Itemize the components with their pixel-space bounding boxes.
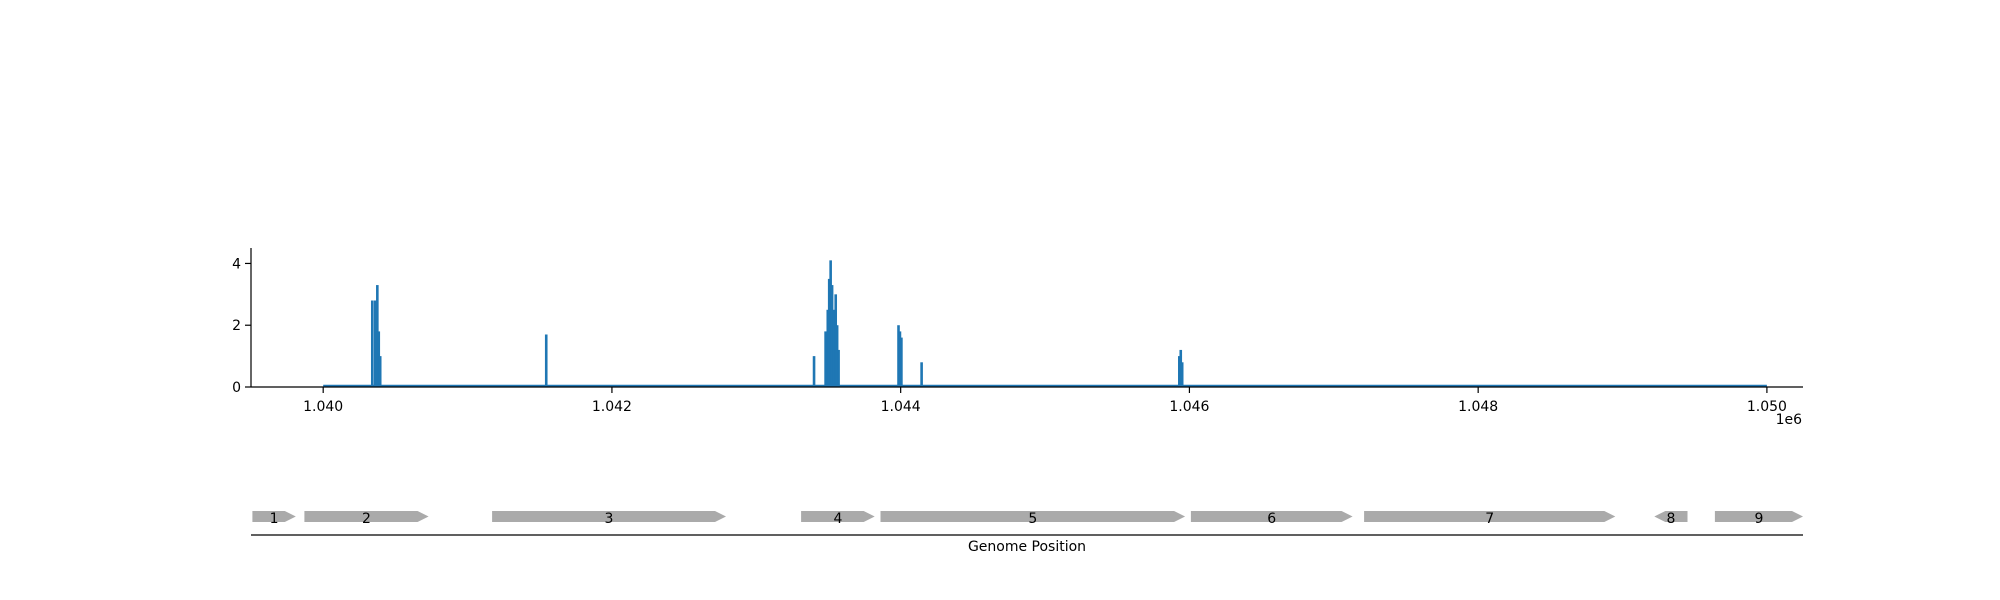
coverage-bar-20 [1178,356,1181,387]
coverage-bar-12 [832,309,836,387]
gene-arrow-1 [252,511,296,522]
y-tick-label-0: 0 [232,380,241,396]
x-tick-label-1.040: 1.040 [303,399,343,415]
gene-arrow-8 [1654,511,1688,522]
gene-label-4: 4 [833,511,842,527]
coverage-bar-19 [920,362,923,387]
coverage-bar-3 [377,331,381,387]
gene-arrow-4 [801,511,875,522]
coverage-bar-21 [1179,349,1183,387]
coverage-bar-7 [824,331,827,387]
x-axis-label: Genome Position [968,539,1086,555]
y-axis-ticks: 0 2 4 [232,256,251,396]
gene-label-9: 9 [1755,511,1764,527]
coverage-bar-2 [376,285,379,387]
y-tick-label-2: 2 [232,318,241,334]
coverage-bars [370,260,1184,387]
gene-label-5: 5 [1028,511,1037,527]
coverage-bar-13 [834,294,838,387]
coverage-bar-15 [837,349,840,387]
coverage-panel: 0 2 4 1.040 1.042 1.044 1.046 1.048 1.050 1e6 [232,248,1803,428]
coverage-bar-14 [835,325,839,387]
gene-label-7: 7 [1485,511,1494,527]
coverage-bar-17 [898,331,902,387]
coverage-bar-6 [812,356,816,387]
coverage-bar-0 [370,300,374,387]
coverage-bar-22 [1180,362,1184,387]
gene-label-8: 8 [1666,511,1675,527]
gene-label-2: 2 [362,511,371,527]
gene-arrow-2 [304,511,429,522]
x-tick-label-1.050: 1.050 [1747,399,1787,415]
y-tick-label-4: 4 [232,256,241,272]
gene-label-1: 1 [270,511,279,527]
x-tick-label-1.046: 1.046 [1169,399,1209,415]
coverage-bar-4 [378,356,382,387]
gene-arrow-7 [1364,511,1616,522]
x-offset-label: 1e6 [1776,412,1803,428]
gene-arrow-6 [1190,511,1353,522]
coverage-bar-16 [897,325,900,387]
coverage-bar-10 [829,260,832,387]
gene-arrows: 1 2 3 4 5 6 7 8 9 [252,511,1803,527]
coverage-bar-1 [373,300,377,387]
coverage-bar-8 [826,309,830,387]
coverage-bar-5 [544,334,548,387]
gene-label-6: 6 [1267,511,1276,527]
coverage-bar-18 [900,337,903,387]
gene-arrow-5 [880,511,1186,522]
x-tick-label-1.048: 1.048 [1458,399,1498,415]
gene-arrow-9 [1714,511,1803,522]
gene-label-3: 3 [605,511,614,527]
gene-track-panel: 1 2 3 4 5 6 7 8 9 Genome Position [251,511,1803,555]
x-tick-label-1.042: 1.042 [592,399,632,415]
coverage-bar-9 [827,278,831,387]
coverage-bar-11 [830,285,834,387]
gene-arrow-3 [492,511,726,522]
x-axis-ticks: 1.040 1.042 1.044 1.046 1.048 1.050 [303,387,1787,415]
x-tick-label-1.044: 1.044 [881,399,921,415]
